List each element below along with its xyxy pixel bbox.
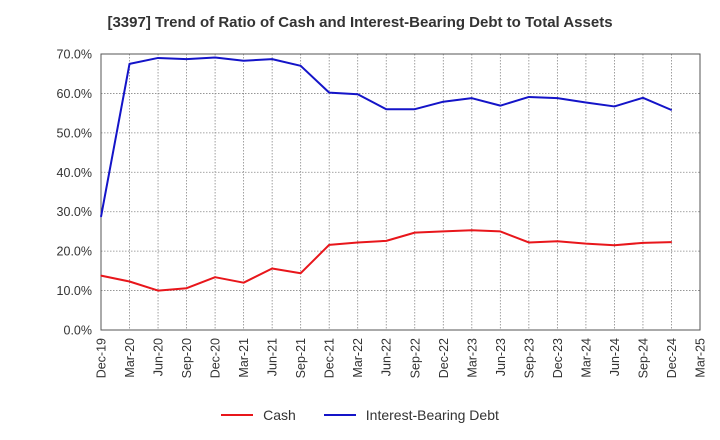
- y-tick-label: 10.0%: [57, 284, 92, 298]
- x-tick-label: Dec-23: [551, 338, 565, 378]
- x-tick-label: Sep-21: [294, 338, 308, 378]
- data-point-cash: [185, 287, 188, 289]
- x-tick-label: Dec-20: [209, 338, 223, 378]
- data-point-interest-bearing-debt: [128, 63, 131, 65]
- x-tick-label: Jun-23: [494, 338, 508, 376]
- plot-border: [100, 53, 701, 331]
- x-tick-label: Jun-20: [152, 338, 166, 376]
- y-tick-label: 40.0%: [57, 166, 92, 180]
- data-point-interest-bearing-debt: [357, 93, 359, 95]
- data-point-cash: [670, 241, 673, 243]
- data-point-cash: [471, 229, 473, 231]
- x-tick-label: Sep-23: [522, 338, 536, 378]
- x-tick-label: Sep-22: [408, 338, 422, 378]
- legend-swatch-cash: [221, 414, 254, 416]
- data-point-interest-bearing-debt: [442, 101, 444, 103]
- legend-item-interest-bearing-debt: Interest-Bearing Debt: [323, 407, 499, 423]
- data-point-interest-bearing-debt: [471, 97, 473, 99]
- data-point-cash: [528, 241, 530, 244]
- data-point-interest-bearing-debt: [100, 216, 102, 218]
- data-point-interest-bearing-debt: [328, 92, 330, 94]
- x-tick-label: Mar-24: [579, 338, 593, 378]
- data-point-interest-bearing-debt: [556, 97, 558, 99]
- data-point-interest-bearing-debt: [414, 108, 416, 110]
- data-point-cash: [556, 240, 558, 242]
- x-tick-label: Dec-22: [437, 338, 451, 378]
- y-tick-label: 30.0%: [57, 205, 92, 219]
- y-tick-label: 0.0%: [64, 324, 93, 338]
- data-point-cash: [585, 243, 587, 245]
- data-point-interest-bearing-debt: [585, 101, 587, 104]
- data-point-cash: [300, 272, 302, 274]
- data-point-interest-bearing-debt: [642, 97, 644, 99]
- data-point-interest-bearing-debt: [185, 58, 188, 60]
- x-tick-label: Mar-22: [351, 338, 365, 378]
- data-point-interest-bearing-debt: [613, 105, 616, 108]
- data-point-cash: [157, 289, 159, 292]
- data-point-cash: [100, 274, 102, 277]
- data-point-cash: [642, 242, 644, 244]
- x-tick-label: Jun-24: [608, 338, 622, 376]
- data-point-cash: [128, 280, 131, 283]
- data-point-cash: [214, 276, 216, 278]
- y-tick-label: 70.0%: [57, 48, 92, 62]
- x-tick-label: Mar-25: [694, 338, 708, 378]
- data-point-cash: [385, 240, 387, 242]
- legend-swatch-interest-bearing-debt: [323, 414, 356, 416]
- chart-title: [3397] Trend of Ratio of Cash and Intere…: [107, 14, 613, 31]
- data-point-cash: [414, 232, 416, 234]
- x-tick-label: Sep-24: [636, 338, 650, 378]
- grid-layer: [101, 53, 700, 330]
- plot-area: [101, 54, 700, 330]
- x-tick-label: Dec-24: [665, 338, 679, 378]
- x-tick-label: Jun-21: [266, 338, 280, 376]
- x-tick-label: Dec-19: [95, 338, 109, 378]
- data-point-interest-bearing-debt: [271, 58, 273, 60]
- legend-label-cash: Cash: [263, 407, 296, 423]
- data-point-interest-bearing-debt: [499, 105, 501, 107]
- data-point-interest-bearing-debt: [214, 56, 216, 59]
- data-point-cash: [499, 230, 501, 233]
- data-point-interest-bearing-debt: [385, 108, 387, 110]
- data-point-cash: [442, 230, 444, 233]
- data-point-cash: [271, 267, 273, 270]
- data-point-cash: [243, 282, 245, 284]
- x-tick-label: Mar-20: [123, 338, 137, 378]
- series-layer: [100, 56, 673, 292]
- x-tick-label: Mar-21: [237, 338, 251, 378]
- x-tick-label: Sep-20: [180, 338, 194, 378]
- y-tick-label: 20.0%: [57, 245, 92, 259]
- data-point-interest-bearing-debt: [300, 65, 302, 67]
- y-tick-label: 60.0%: [57, 87, 92, 101]
- legend-item-cash: Cash: [221, 407, 296, 423]
- x-tick-label: Mar-23: [465, 338, 479, 378]
- data-point-cash: [613, 244, 616, 246]
- x-tick-label: Jun-22: [380, 338, 394, 376]
- y-tick-label: 50.0%: [57, 126, 92, 140]
- data-point-interest-bearing-debt: [243, 60, 245, 62]
- x-tick-label: Dec-21: [323, 338, 337, 378]
- data-point-cash: [328, 244, 330, 246]
- data-point-interest-bearing-debt: [157, 57, 159, 59]
- legend-label-interest-bearing-debt: Interest-Bearing Debt: [365, 407, 499, 423]
- data-point-interest-bearing-debt: [670, 109, 673, 111]
- axis-layer: 0.0% 10.0% 20.0% 30.0% 40.0% 50.0% 60.0% 70.0% D…: [57, 48, 708, 379]
- data-point-interest-bearing-debt: [528, 96, 530, 98]
- data-point-cash: [357, 241, 359, 244]
- legend: Cash Interest-Bearing Debt: [0, 403, 720, 427]
